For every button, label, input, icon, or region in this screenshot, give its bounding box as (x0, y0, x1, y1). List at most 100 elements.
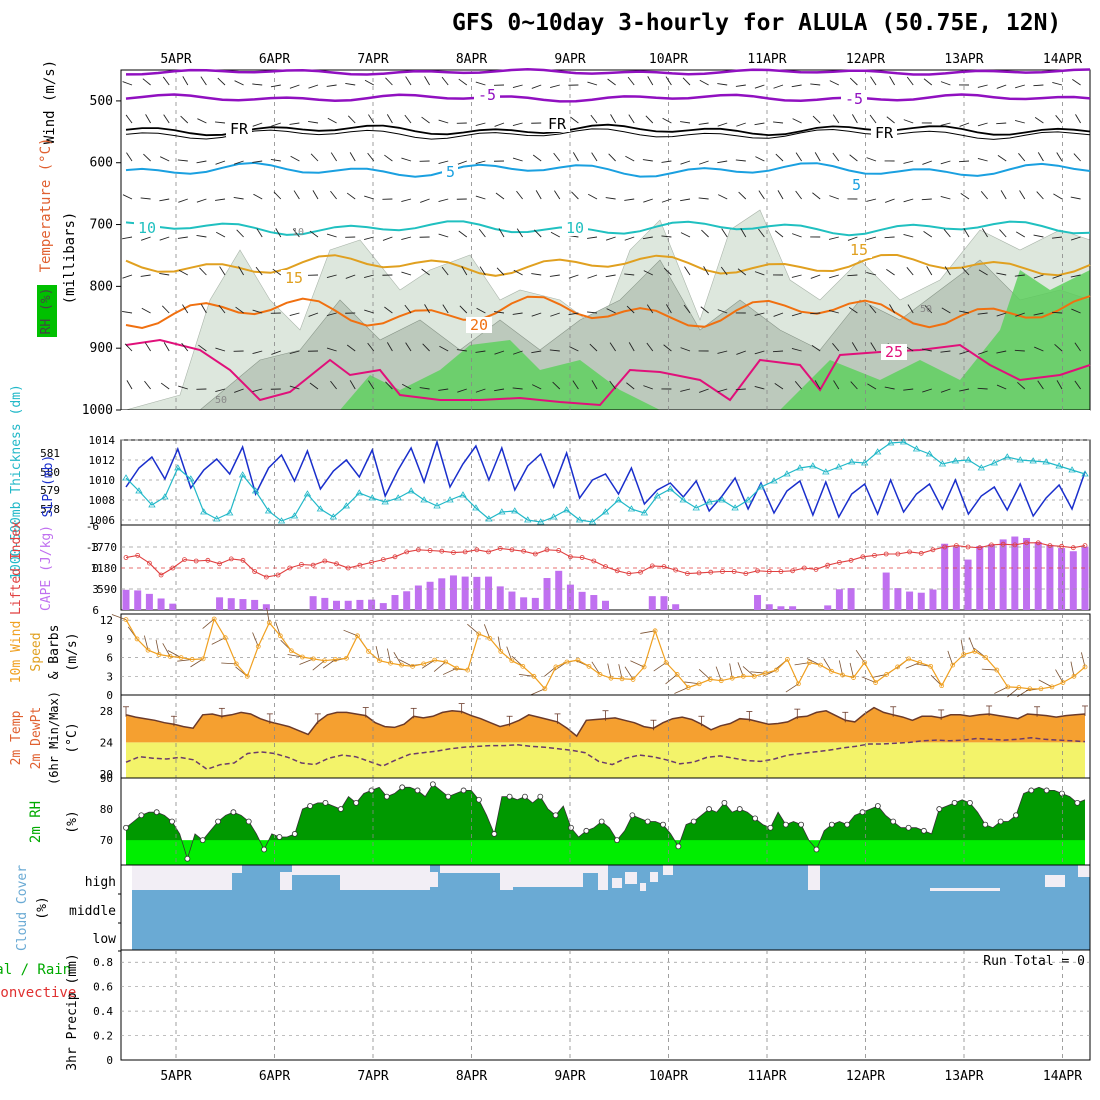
wind-barb (476, 307, 486, 314)
lifted-index-point (182, 557, 187, 562)
wind-barb (199, 267, 207, 276)
wind-barb (364, 274, 374, 279)
upper-air-footer (121, 410, 1090, 432)
wind-speed-point (156, 652, 162, 657)
isotherm-line (125, 123, 1091, 137)
wind-barb (236, 229, 244, 238)
wind-barb (903, 160, 914, 164)
wind-barb (404, 304, 412, 314)
wind-barb (903, 119, 914, 124)
wind-barb (163, 114, 170, 124)
wind-barb (833, 380, 840, 390)
wind-barb (640, 630, 656, 634)
wind-barb (943, 228, 951, 238)
date-label-top: 6APR (259, 52, 290, 67)
thickness-tick-label: 578 (40, 503, 60, 516)
wind-barb (421, 659, 435, 669)
rh-point (1059, 790, 1065, 797)
wind-barb (347, 115, 356, 124)
wind-speed-point (200, 656, 206, 662)
cape-bar (379, 603, 387, 610)
wind-barb (292, 228, 300, 238)
wind-barb (141, 307, 151, 314)
wind-barb (661, 198, 672, 203)
thickness-point (822, 468, 830, 475)
li-tick-label: 3 (92, 583, 99, 596)
thickness-point (653, 492, 662, 499)
wind-speed-point (840, 672, 845, 678)
wind-barb (996, 350, 1007, 354)
wind-barb (1015, 120, 1025, 124)
wind-barb (777, 190, 784, 200)
lifted-cape-group: -6 -3 0 3 6 1770 1180 590 (86, 520, 1091, 617)
wind-barb (607, 663, 612, 679)
isotherm-label-bg (466, 317, 492, 333)
cloud-gap (583, 865, 598, 873)
cape-bar (344, 600, 352, 610)
rh-point (828, 821, 835, 828)
ylabel-thickness: 1000-500mb Thickness (dm) (9, 384, 24, 580)
cape-bar (1069, 551, 1077, 610)
ylabel-temp-4: (°C) (65, 722, 80, 753)
wind-barb (1055, 669, 1064, 683)
thickness-point (809, 462, 817, 469)
wind-barb (735, 159, 746, 162)
wind-barb (498, 228, 505, 238)
cape-bar (426, 581, 434, 610)
lifted-index-point (1070, 545, 1076, 551)
wind-barb (832, 342, 840, 352)
ylabel-temp-3: (6hr Min/Max) (47, 691, 61, 785)
wind-barb (791, 84, 802, 88)
cape-bar (765, 604, 773, 610)
thickness-point (122, 474, 130, 481)
cloud-gap (1078, 865, 1090, 877)
wind-barb (178, 269, 189, 276)
rh-point (383, 793, 390, 800)
thickness-point (744, 496, 752, 503)
rh-point (967, 799, 973, 806)
wind-barb (866, 272, 877, 276)
cape-bar (847, 588, 855, 610)
thickness-point (407, 487, 415, 494)
thickness-point (990, 459, 998, 466)
thickness-point (524, 516, 532, 523)
cape-bar (531, 597, 539, 610)
wind-barb (367, 342, 375, 352)
rh-point (1074, 799, 1081, 806)
thickness-point (135, 487, 143, 494)
wind-barb (275, 228, 282, 238)
wind-barb (941, 307, 951, 314)
wind-barb (906, 266, 914, 276)
wind-barb (475, 81, 486, 86)
ylabel-rh2m: 2m RH (28, 801, 44, 843)
wind-barb (1007, 687, 1020, 698)
wind-barb (181, 342, 189, 352)
wind-barb (177, 236, 188, 239)
wind-speed-line (125, 617, 1086, 690)
wind-barb (832, 152, 840, 162)
cloud-gap (340, 865, 430, 890)
wind-barb (140, 197, 151, 200)
lifted-index-point (228, 556, 234, 562)
isotherm-label-bg (846, 242, 872, 258)
wind-barb (401, 383, 412, 390)
rh-point (123, 824, 129, 831)
wind-barb (420, 198, 430, 203)
wind-barb (829, 310, 839, 314)
wind-barb (1052, 82, 1063, 86)
wind-barb (738, 191, 747, 200)
wind-barb (812, 115, 821, 124)
wind-barb (345, 274, 356, 279)
wind-barb (626, 382, 635, 390)
wind-barb (735, 388, 746, 391)
thickness-point (796, 464, 804, 471)
wind-barb (960, 192, 970, 200)
wind-speed-point (553, 664, 559, 670)
wind-barb (1014, 274, 1025, 277)
wind-barb (587, 193, 598, 200)
thickness-point (342, 502, 351, 509)
wind-barb (737, 662, 744, 677)
wind-barb (530, 688, 546, 696)
thickness-point (614, 496, 623, 503)
thickness-point (1016, 456, 1024, 463)
